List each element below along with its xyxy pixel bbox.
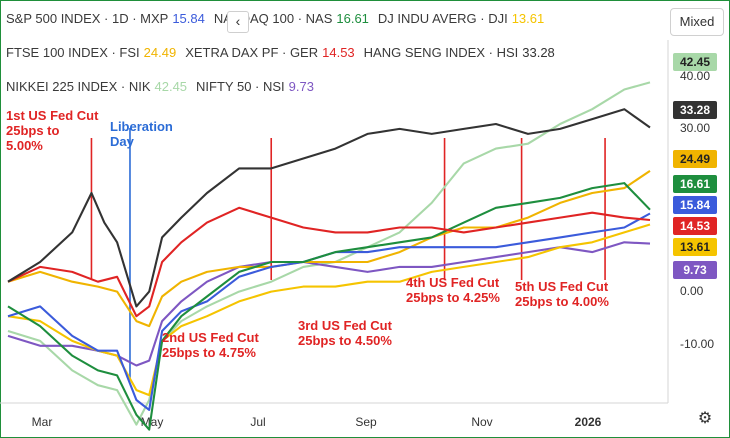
scale-mode-dropdown[interactable]: Mixed: [670, 8, 724, 36]
legend-value: 16.61: [336, 11, 369, 26]
legend-row-3: NIKKEI 225 INDEX · NIK 42.45 NIFTY 50 · NS…: [6, 79, 314, 94]
event-annotation: 5th US Fed Cut: [515, 279, 609, 294]
legend-value: 14.53: [322, 45, 355, 60]
legend-name[interactable]: NIKKEI 225 INDEX · NIK: [6, 79, 151, 94]
event-annotation: 5.00%: [6, 138, 43, 153]
value-badge-label: 13.61: [680, 240, 710, 254]
value-badge-label: 33.28: [680, 103, 710, 117]
legend-name[interactable]: S&P 500 INDEX · 1D · MXP: [6, 11, 169, 26]
event-annotation: 25bps to: [6, 123, 60, 138]
event-annotation: 25bps to 4.50%: [298, 333, 392, 348]
legend-row-2: FTSE 100 INDEX · FSI 24.49 XETRA DAX PF · …: [6, 45, 555, 60]
event-annotation: 2nd US Fed Cut: [162, 330, 259, 345]
x-tick-label: Nov: [471, 415, 492, 429]
settings-icon[interactable]: ⚙: [697, 410, 713, 427]
legend-row-1: S&P 500 INDEX · 1D · MXP 15.84 NASDAQ 100 …: [6, 11, 544, 26]
value-badge: [673, 150, 717, 168]
legend-name[interactable]: DJ INDU AVERG · DJI: [377, 11, 508, 26]
event-annotation: Liberation: [110, 119, 173, 134]
legend-name[interactable]: HANG SENG INDEX · HSI: [363, 45, 519, 60]
y-tick-label: 40.00: [680, 69, 710, 83]
event-annotation: 25bps to 4.25%: [406, 290, 500, 305]
legend-name[interactable]: XETRA DAX PF · GER: [185, 45, 319, 60]
legend-name[interactable]: FTSE 100 INDEX · FSI: [6, 45, 140, 60]
series-line: [7, 81, 651, 426]
x-tick-label: Mar: [32, 415, 53, 429]
legend-name[interactable]: NIFTY 50 · NSI: [196, 79, 285, 94]
value-badge: [673, 238, 717, 256]
value-badge: [673, 53, 717, 71]
legend-value: 24.49: [143, 45, 177, 60]
series-line: [7, 182, 651, 431]
value-badge: [673, 101, 717, 119]
x-tick-label: 2026: [575, 415, 602, 429]
y-tick-label: -10.00: [680, 337, 714, 351]
value-badge: [673, 217, 717, 235]
y-tick-label: 0.00: [680, 284, 704, 298]
legend-value: 13.61: [511, 11, 545, 26]
y-tick-label: 30.00: [680, 121, 710, 135]
value-badge: [673, 175, 717, 193]
event-annotation: 25bps to 4.00%: [515, 294, 609, 309]
legend-value: 33.28: [522, 45, 555, 60]
value-badge-label: 14.53: [680, 219, 710, 233]
legend-value: 15.84: [172, 11, 205, 26]
legend-value: 9.73: [288, 79, 314, 94]
collapse-legend-icon[interactable]: ‹: [227, 11, 249, 33]
value-badge-label: 15.84: [680, 198, 710, 212]
value-badge-label: 24.49: [680, 152, 710, 166]
event-annotation: 1st US Fed Cut: [6, 108, 99, 123]
event-annotation: 3rd US Fed Cut: [298, 318, 393, 333]
series-line: [7, 206, 651, 318]
x-tick-label: Sep: [355, 415, 377, 429]
value-badge-label: 9.73: [683, 263, 707, 277]
value-badge: [673, 196, 717, 214]
value-badge: [673, 261, 717, 279]
event-annotation: Day: [110, 134, 135, 149]
series-line: [7, 108, 651, 308]
value-badge-label: 16.61: [680, 177, 710, 191]
x-tick-label: Jul: [250, 415, 265, 429]
series-line: [7, 223, 651, 397]
series-line: [7, 212, 651, 411]
legend-value: 42.45: [154, 79, 188, 94]
event-annotation: 4th US Fed Cut: [406, 275, 500, 290]
event-annotation: 25bps to 4.75%: [162, 345, 256, 360]
value-badge-label: 42.45: [680, 55, 710, 69]
